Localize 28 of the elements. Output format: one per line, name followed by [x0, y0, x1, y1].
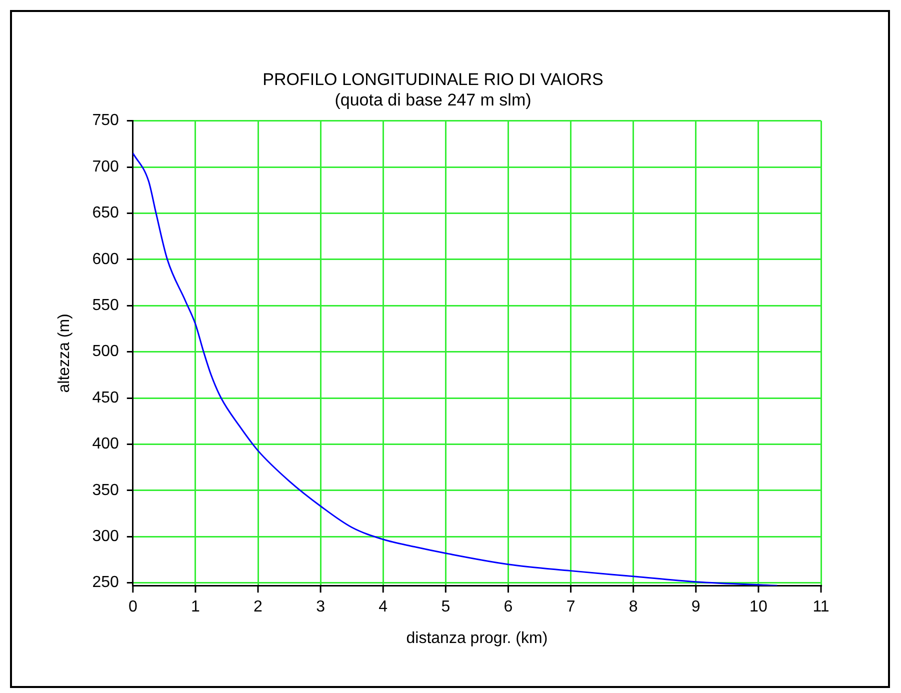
y-tick-label: 250	[92, 574, 119, 592]
x-tick-label: 9	[691, 598, 700, 616]
x-tick-label: 0	[128, 598, 138, 616]
y-tick-label: 450	[92, 389, 119, 406]
line-series	[132, 152, 778, 586]
y-tick-label: 600	[92, 250, 119, 268]
y-tick-label: 700	[92, 158, 119, 176]
x-tick-label: 3	[316, 598, 326, 616]
x-tick-label: 11	[812, 598, 830, 616]
x-tick-label: 5	[441, 598, 450, 616]
chart-subtitle: (quota di base 247 m slm)	[334, 90, 532, 110]
x-tick-label: 10	[750, 598, 768, 616]
y-tick-label: 550	[92, 297, 119, 314]
x-tick-label: 7	[566, 598, 576, 616]
y-tick-label: 400	[92, 436, 119, 453]
x-tick-label: 8	[628, 598, 638, 616]
y-tick-label: 500	[92, 343, 119, 360]
x-tick-label: 6	[504, 598, 513, 616]
chart-title: PROFILO LONGITUDINALE RIO DI VAIORS	[262, 70, 604, 89]
y-tick-label: 350	[92, 482, 119, 499]
x-tick-label: 1	[190, 598, 200, 616]
x-tick-label: 4	[378, 598, 388, 616]
y-tick-label: 300	[92, 528, 119, 546]
y-tick-label: 650	[92, 204, 119, 222]
y-axis-title: altezza (m)	[56, 314, 74, 393]
y-tick-label: 750	[92, 112, 119, 130]
x-tick-label: 2	[254, 598, 263, 616]
x-axis-title: distanza progr. (km)	[406, 630, 548, 647]
